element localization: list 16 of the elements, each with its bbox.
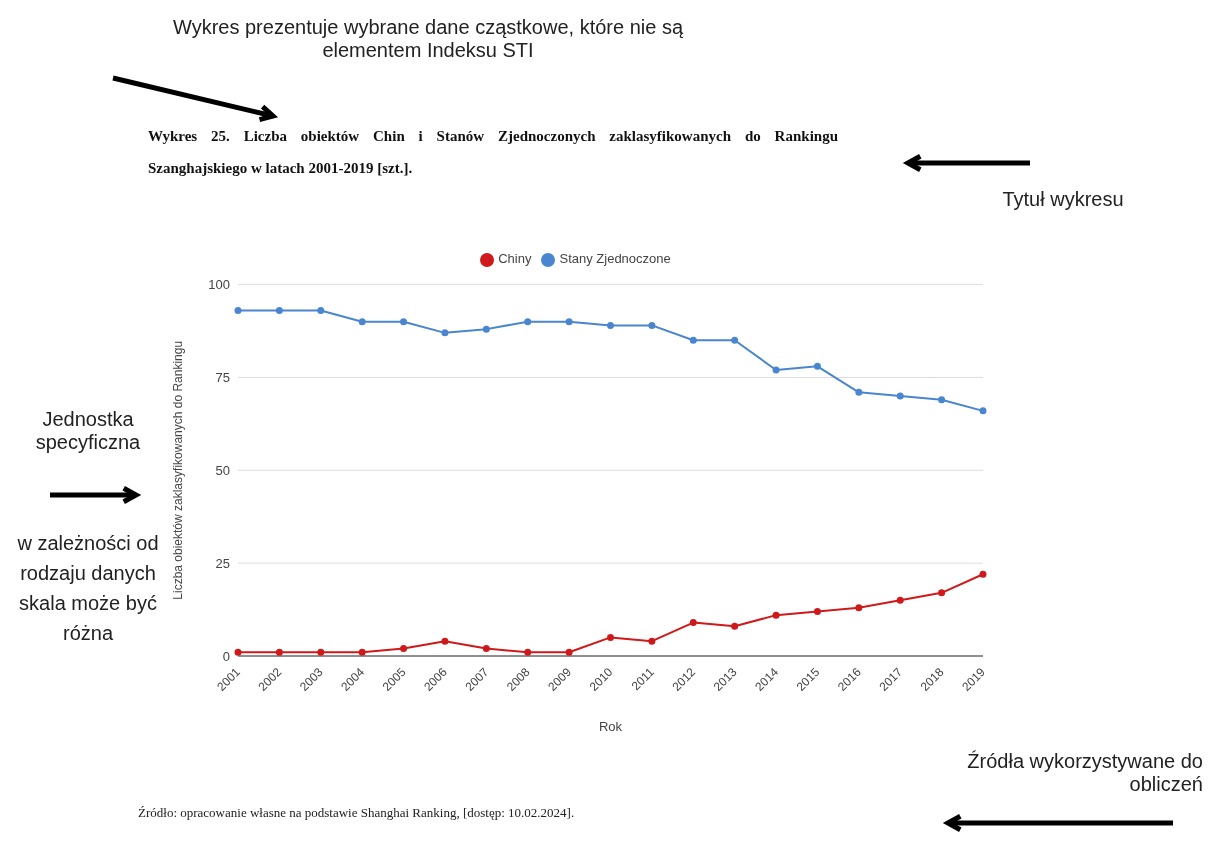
y-tick-label: 0 [222,648,230,664]
y-axis-title: Liczba obiektów zaklasyfikowanych do Rankingu [171,340,186,600]
legend-label: Chiny [498,251,532,266]
y-tick-label: 25 [215,555,230,571]
y-tick-label: 75 [215,370,230,386]
x-axis-title: Rok [598,719,623,734]
text: Źródło: opracowanie własne na podstawie Shanghai Ranking, [dostęp: 10.02.2024]. [138,805,576,821]
text: Tytuł wykresu [1001,188,1125,211]
y-tick-label: 50 [215,462,230,478]
legend-label: Stany Zjednoczone [559,251,671,266]
text: Jednostka specyficzna [34,408,142,454]
text: w zależności od rodzaju danych skala może być różna [16,531,160,646]
chart-title: Wykres 25. Liczba obiektów Chin i Stanów Zjednoczonych zaklasyfikowanych do Rankingu Szanghajskiego w latach 2001-2019 [szt.]. [148,127,838,178]
text: Źródła wykorzystywane do obliczeń [966,750,1203,796]
y-tick-label: 100 [208,277,230,293]
text: Wykres prezentuje wybrane dane cząstkowe, które nie są elementem Indeksu STI [171,16,685,62]
